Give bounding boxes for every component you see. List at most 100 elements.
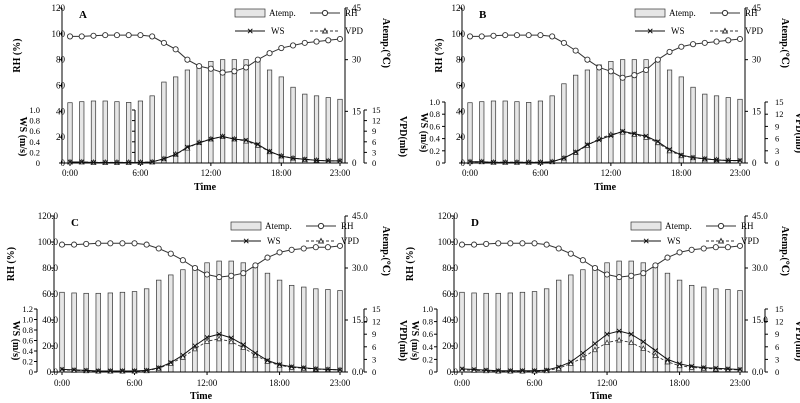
ws-point bbox=[126, 159, 132, 165]
ws-point bbox=[119, 368, 125, 374]
rh-point bbox=[628, 272, 635, 279]
vpd-tick-label: 9 bbox=[372, 126, 376, 136]
ws-point bbox=[102, 159, 108, 165]
ws-point bbox=[337, 158, 343, 164]
atemp-tick-label: 0 bbox=[352, 158, 357, 168]
ws-point bbox=[83, 367, 89, 373]
atemp-bar bbox=[143, 288, 150, 373]
rh-point bbox=[643, 66, 650, 74]
x-axis-title: Time bbox=[590, 391, 613, 402]
rh-point bbox=[495, 240, 502, 247]
atemp-bar bbox=[240, 262, 246, 373]
rh-point bbox=[312, 244, 319, 251]
ws-point bbox=[580, 350, 586, 356]
ws-tick-label: 0 bbox=[36, 158, 40, 168]
ws-point bbox=[495, 368, 501, 374]
ws-point bbox=[713, 365, 719, 371]
rh-point bbox=[507, 240, 514, 247]
ws-point bbox=[725, 158, 731, 164]
ws-tick-label: 0 bbox=[436, 158, 440, 168]
rh-point bbox=[301, 39, 308, 46]
vpd-tick-label: 9 bbox=[372, 329, 376, 339]
atemp-tick-label: 30.0 bbox=[752, 263, 768, 273]
ws-point bbox=[537, 159, 543, 165]
rh-point bbox=[560, 39, 567, 46]
atemp-bar bbox=[231, 59, 237, 164]
atemp-bar bbox=[514, 101, 520, 164]
rh-tick-label: 0.0 bbox=[447, 367, 459, 377]
x-tick-label: 18:00 bbox=[671, 168, 692, 178]
atemp-axis-title: Atemp.(℃) bbox=[779, 18, 790, 68]
rh-point bbox=[278, 44, 285, 52]
atemp-bar bbox=[495, 292, 501, 373]
rh-axis-title: RH (%) bbox=[6, 247, 17, 281]
x-tick-label: 18:00 bbox=[271, 168, 292, 178]
vpd-tick-label: 15 bbox=[372, 304, 381, 314]
legend-ws-marker bbox=[643, 238, 649, 244]
ws-point bbox=[596, 137, 602, 143]
vpd-point bbox=[640, 345, 647, 351]
rh-point bbox=[712, 244, 719, 251]
vpd-line bbox=[461, 339, 741, 372]
ws-point bbox=[208, 136, 214, 142]
atemp-bar bbox=[592, 265, 598, 373]
ws-point bbox=[264, 357, 270, 363]
rh-point bbox=[119, 240, 126, 247]
atemp-bar bbox=[531, 291, 538, 373]
ws-point bbox=[584, 142, 590, 148]
chart-panel-a: 02040608010012000.20.40.60.81.0015304503… bbox=[12, 3, 408, 193]
x-tick-label: 23:00 bbox=[330, 378, 351, 388]
atemp-bar bbox=[604, 262, 610, 373]
ws-point bbox=[483, 367, 489, 373]
ws-point bbox=[90, 159, 96, 165]
atemp-bar bbox=[276, 279, 283, 373]
ws-point bbox=[514, 159, 520, 165]
rh-point bbox=[264, 254, 271, 261]
ws-point bbox=[655, 139, 661, 145]
ws-point bbox=[107, 368, 113, 374]
rh-point bbox=[555, 245, 562, 252]
atemp-tick-label: 0.0 bbox=[752, 367, 764, 377]
atemp-tick-label: 45.0 bbox=[752, 211, 768, 221]
atemp-bar bbox=[471, 292, 477, 373]
atemp-bar bbox=[137, 100, 144, 164]
atemp-tick-label: 30 bbox=[752, 55, 762, 65]
atemp-bar bbox=[313, 95, 320, 164]
atemp-bar bbox=[302, 93, 308, 164]
ws-point bbox=[725, 366, 731, 372]
vpd-tick-label: 6 bbox=[775, 134, 779, 144]
ws-point bbox=[325, 158, 331, 164]
legend-atemp-label: Atemp. bbox=[265, 221, 292, 231]
atemp-axis-title: Atemp.(℃) bbox=[779, 226, 790, 276]
chart-panel-b: 0 20 40 60 80 100 120 0 0.2 0.4 0.6 0.8 1.0 0 15 30 45 0 3… bbox=[418, 3, 800, 193]
rh-point bbox=[579, 257, 586, 264]
ws-tick-label: 1.2 bbox=[22, 304, 33, 314]
rh-point bbox=[58, 241, 66, 248]
atemp-bar bbox=[502, 100, 508, 164]
rh-point bbox=[137, 32, 144, 39]
ws-point bbox=[196, 140, 202, 146]
legend-rh-marker bbox=[721, 9, 729, 17]
ws-tick-label: 0.4 bbox=[422, 342, 433, 352]
rh-line bbox=[462, 242, 741, 278]
rh-point bbox=[725, 37, 732, 44]
atemp-bar bbox=[243, 59, 249, 164]
rh-point bbox=[584, 56, 591, 63]
ws-tick-label: 0 bbox=[29, 367, 33, 377]
ws-tick-label: 1.0 bbox=[29, 105, 40, 115]
legend-atemp-label: Atemp. bbox=[665, 221, 692, 231]
x-tick-label: 18:00 bbox=[669, 378, 690, 388]
rh-point bbox=[700, 245, 707, 252]
rh-point bbox=[567, 250, 574, 257]
rh-point bbox=[102, 32, 109, 39]
rh-tick-label: 20.0 bbox=[442, 341, 458, 351]
vpd-point bbox=[228, 338, 235, 345]
atemp-bar bbox=[725, 289, 731, 373]
rh-point bbox=[276, 249, 283, 256]
atemp-bar bbox=[713, 288, 719, 373]
ws-point bbox=[132, 368, 138, 374]
ws-point bbox=[608, 133, 614, 139]
ws-point bbox=[702, 156, 708, 162]
vpd-tick-label: 9 bbox=[775, 329, 779, 339]
rh-point bbox=[724, 244, 731, 251]
